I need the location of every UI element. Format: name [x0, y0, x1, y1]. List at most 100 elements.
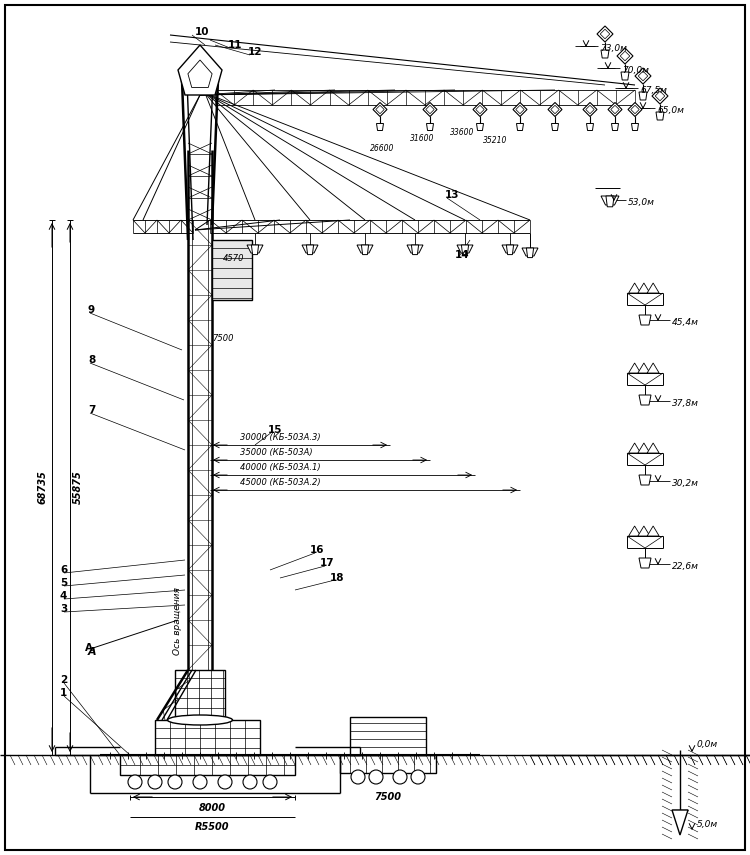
- Polygon shape: [583, 103, 597, 116]
- Polygon shape: [457, 245, 473, 253]
- Text: 45000 (КБ-503А.2): 45000 (КБ-503А.2): [240, 478, 321, 487]
- Polygon shape: [548, 103, 562, 116]
- Polygon shape: [647, 283, 659, 293]
- Polygon shape: [423, 103, 437, 116]
- Polygon shape: [656, 91, 664, 101]
- Text: А: А: [88, 647, 97, 657]
- Bar: [340, 755, 436, 773]
- Text: 12: 12: [248, 47, 262, 57]
- Text: 3: 3: [60, 604, 68, 614]
- Polygon shape: [506, 245, 514, 255]
- Text: Ось вращения: Ось вращения: [173, 587, 182, 655]
- Polygon shape: [652, 88, 668, 104]
- Text: 9: 9: [88, 305, 95, 315]
- Text: 1: 1: [60, 688, 68, 698]
- Bar: [155, 720, 260, 755]
- Bar: [350, 717, 426, 755]
- Text: А: А: [85, 643, 93, 653]
- Text: 70,0м: 70,0м: [622, 66, 649, 75]
- Polygon shape: [247, 245, 263, 253]
- Text: 33600: 33600: [450, 127, 474, 137]
- Polygon shape: [632, 123, 638, 131]
- Bar: [212, 240, 252, 300]
- Text: 31600: 31600: [410, 133, 434, 143]
- Text: 67,5м: 67,5м: [640, 86, 667, 95]
- Text: 7: 7: [88, 405, 95, 415]
- Text: 35210: 35210: [483, 135, 507, 144]
- Polygon shape: [551, 123, 559, 131]
- Polygon shape: [476, 123, 484, 131]
- Polygon shape: [606, 196, 614, 207]
- Circle shape: [148, 775, 162, 789]
- Circle shape: [411, 770, 425, 784]
- Polygon shape: [550, 105, 560, 114]
- Ellipse shape: [167, 715, 232, 725]
- Polygon shape: [517, 123, 524, 131]
- Text: 8000: 8000: [199, 803, 226, 813]
- Polygon shape: [608, 103, 622, 116]
- Text: 17: 17: [320, 558, 334, 568]
- Polygon shape: [628, 443, 640, 453]
- Circle shape: [351, 770, 365, 784]
- Text: R5500: R5500: [195, 822, 230, 832]
- Polygon shape: [307, 245, 314, 255]
- Polygon shape: [357, 245, 373, 253]
- Circle shape: [128, 775, 142, 789]
- Polygon shape: [617, 48, 633, 64]
- Circle shape: [243, 775, 257, 789]
- Text: 68735: 68735: [38, 470, 48, 504]
- Circle shape: [263, 775, 277, 789]
- Circle shape: [369, 770, 383, 784]
- Polygon shape: [362, 245, 368, 255]
- Polygon shape: [586, 123, 593, 131]
- Circle shape: [393, 770, 407, 784]
- Text: 10: 10: [195, 27, 209, 37]
- Polygon shape: [473, 103, 487, 116]
- Text: 53,0м: 53,0м: [628, 198, 655, 207]
- Polygon shape: [516, 105, 524, 114]
- Polygon shape: [656, 112, 664, 120]
- Polygon shape: [251, 245, 259, 255]
- Text: 35000 (КБ-503А): 35000 (КБ-503А): [240, 448, 313, 457]
- Text: 30,2м: 30,2м: [672, 479, 699, 488]
- Text: 26600: 26600: [370, 144, 394, 152]
- Bar: [120, 755, 295, 775]
- Polygon shape: [597, 26, 613, 42]
- Text: 6: 6: [60, 565, 68, 575]
- Text: 30000 (КБ-503А.3): 30000 (КБ-503А.3): [240, 433, 321, 442]
- Polygon shape: [188, 60, 212, 87]
- Text: 5: 5: [60, 578, 68, 588]
- Text: 4: 4: [60, 591, 68, 601]
- Polygon shape: [638, 363, 650, 373]
- Text: 40000 (КБ-503А.1): 40000 (КБ-503А.1): [240, 463, 321, 472]
- Polygon shape: [600, 29, 610, 38]
- Polygon shape: [373, 103, 387, 116]
- Circle shape: [218, 775, 232, 789]
- Text: 8: 8: [88, 355, 95, 365]
- Text: 0,0м: 0,0м: [697, 740, 718, 750]
- Polygon shape: [628, 283, 640, 293]
- Text: 55875: 55875: [73, 470, 83, 504]
- Text: 11: 11: [228, 40, 242, 50]
- Polygon shape: [412, 245, 419, 255]
- Polygon shape: [526, 248, 533, 257]
- Text: 4570: 4570: [223, 253, 245, 262]
- Polygon shape: [427, 123, 433, 131]
- Polygon shape: [635, 68, 651, 84]
- Polygon shape: [628, 363, 640, 373]
- Polygon shape: [672, 810, 688, 835]
- Text: 22,6м: 22,6м: [672, 562, 699, 571]
- Polygon shape: [513, 103, 527, 116]
- Polygon shape: [639, 395, 651, 405]
- Polygon shape: [647, 363, 659, 373]
- Polygon shape: [611, 123, 619, 131]
- Polygon shape: [639, 475, 651, 485]
- Polygon shape: [426, 105, 434, 114]
- Polygon shape: [631, 105, 639, 114]
- Polygon shape: [461, 245, 469, 255]
- Text: 5,0м: 5,0м: [697, 821, 718, 829]
- Polygon shape: [522, 248, 538, 256]
- Text: 45,4м: 45,4м: [672, 318, 699, 327]
- Bar: [175, 670, 225, 720]
- Text: 7500: 7500: [212, 333, 233, 343]
